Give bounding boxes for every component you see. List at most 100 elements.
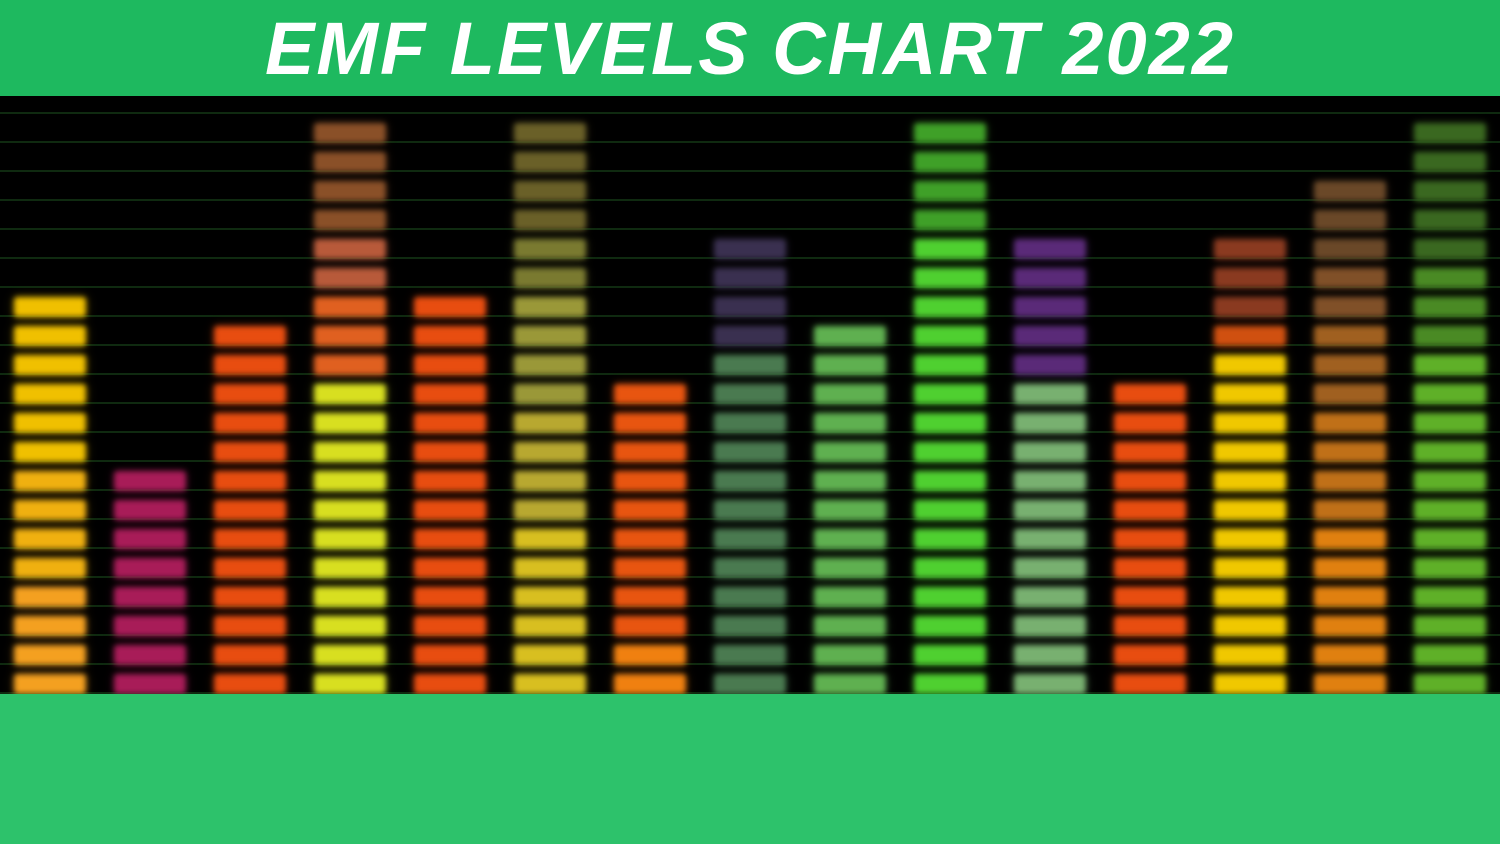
bar-segment (1414, 442, 1486, 462)
bar-segment (1114, 616, 1186, 636)
bar-segment (1214, 587, 1286, 607)
bar-segment (1114, 558, 1186, 578)
bar-segment (114, 500, 186, 520)
bar-segment (14, 297, 86, 317)
chart-column (514, 96, 586, 694)
bar-segment (514, 239, 586, 259)
bar-segment (1314, 471, 1386, 491)
bar-segment (214, 384, 286, 404)
bar-segment (14, 587, 86, 607)
bar-segment (714, 674, 786, 694)
bar-segment (1014, 384, 1086, 404)
bar-segment (914, 123, 986, 143)
chart-column (1314, 96, 1386, 694)
bar-segment (114, 645, 186, 665)
emf-equalizer-chart (0, 96, 1500, 694)
bar-segment (1314, 210, 1386, 230)
bar-segment (614, 558, 686, 578)
bar-segment (814, 529, 886, 549)
bar-segment (1314, 355, 1386, 375)
bar-segment (914, 500, 986, 520)
bar-segment (1314, 500, 1386, 520)
bar-segment (1214, 442, 1286, 462)
bar-segment (714, 471, 786, 491)
bar-segment (314, 645, 386, 665)
bar-segment (414, 355, 486, 375)
bar-segment (914, 558, 986, 578)
bar-segment (1414, 384, 1486, 404)
bar-segment (214, 326, 286, 346)
bar-segment (314, 384, 386, 404)
bar-segment (714, 326, 786, 346)
bar-segment (14, 616, 86, 636)
bar-segment (1414, 181, 1486, 201)
bar-segment (1014, 268, 1086, 288)
bar-segment (914, 442, 986, 462)
bar-segment (1214, 529, 1286, 549)
bar-segment (1114, 442, 1186, 462)
bar-segment (114, 471, 186, 491)
bar-segment (314, 210, 386, 230)
bar-segment (314, 123, 386, 143)
bar-segment (1414, 355, 1486, 375)
bar-segment (814, 500, 886, 520)
chart-column (914, 96, 986, 694)
bar-segment (614, 500, 686, 520)
bar-segment (514, 152, 586, 172)
bar-segment (314, 558, 386, 578)
bar-segment (1214, 239, 1286, 259)
bar-segment (1414, 558, 1486, 578)
bar-segment (14, 442, 86, 462)
bar-segment (1414, 239, 1486, 259)
bar-segment (1214, 645, 1286, 665)
bar-segment (1114, 529, 1186, 549)
bar-segment (1214, 471, 1286, 491)
bar-segment (714, 500, 786, 520)
bar-segment (514, 384, 586, 404)
bar-segment (1114, 500, 1186, 520)
bar-segment (714, 413, 786, 433)
bar-segment (1114, 413, 1186, 433)
bar-segment (414, 529, 486, 549)
bar-segment (614, 384, 686, 404)
bar-segment (1414, 645, 1486, 665)
bar-segment (14, 384, 86, 404)
bar-segment (414, 297, 486, 317)
bar-segment (514, 645, 586, 665)
bar-segment (1214, 268, 1286, 288)
bar-segment (1414, 268, 1486, 288)
bar-segment (714, 616, 786, 636)
bar-segment (1214, 326, 1286, 346)
bar-segment (714, 297, 786, 317)
bar-segment (1214, 558, 1286, 578)
bar-segment (1314, 645, 1386, 665)
bar-segment (1414, 500, 1486, 520)
bar-segment (514, 210, 586, 230)
bar-segment (314, 413, 386, 433)
bar-segment (714, 558, 786, 578)
bar-segment (1114, 471, 1186, 491)
bar-segment (14, 413, 86, 433)
bar-segment (914, 413, 986, 433)
bar-segment (1214, 413, 1286, 433)
bar-segment (914, 616, 986, 636)
bar-segment (714, 268, 786, 288)
bar-segment (314, 529, 386, 549)
footer-banner (0, 694, 1500, 844)
bar-segment (1314, 442, 1386, 462)
bar-segment (14, 674, 86, 694)
bar-segment (1414, 152, 1486, 172)
chart-column (1414, 96, 1486, 694)
bar-segment (714, 239, 786, 259)
bar-segment (614, 674, 686, 694)
bar-segment (714, 645, 786, 665)
chart-column (1114, 96, 1186, 694)
bar-segment (514, 674, 586, 694)
bar-segment (14, 471, 86, 491)
bar-segment (214, 413, 286, 433)
bar-segment (414, 442, 486, 462)
bar-segment (514, 558, 586, 578)
bar-segment (1014, 616, 1086, 636)
bar-segment (114, 674, 186, 694)
bar-segment (214, 587, 286, 607)
